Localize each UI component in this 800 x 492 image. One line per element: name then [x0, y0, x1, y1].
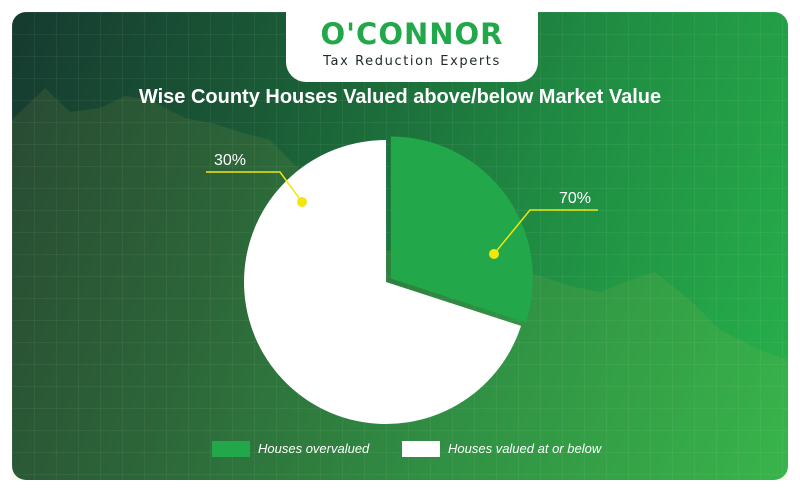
data-label-overvalued: 30% [214, 152, 246, 169]
legend-label-at-or-below: Houses valued at or below [448, 441, 602, 456]
brand-logo: O'CONNOR Tax Reduction Experts [286, 12, 538, 82]
callout-line-at-or-below [493, 209, 598, 255]
callout-line-overvalued [206, 171, 303, 203]
legend-label-overvalued: Houses overvalued [258, 441, 370, 456]
legend-swatch-overvalued [212, 441, 250, 457]
pie-slice-at-or-below [244, 140, 522, 424]
legend-swatch-at-or-below [402, 441, 440, 457]
brand-name: O'CONNOR [320, 17, 504, 51]
data-label-at-or-below: 70% [559, 190, 591, 207]
pie-slice-overvalued [390, 136, 533, 323]
background-hills [12, 88, 788, 480]
chart-title: Wise County Houses Valued above/below Ma… [138, 86, 662, 108]
callout-dot-overvalued [297, 197, 307, 207]
brand-tagline: Tax Reduction Experts [323, 54, 501, 69]
callout-dot-at-or-below [489, 249, 499, 259]
